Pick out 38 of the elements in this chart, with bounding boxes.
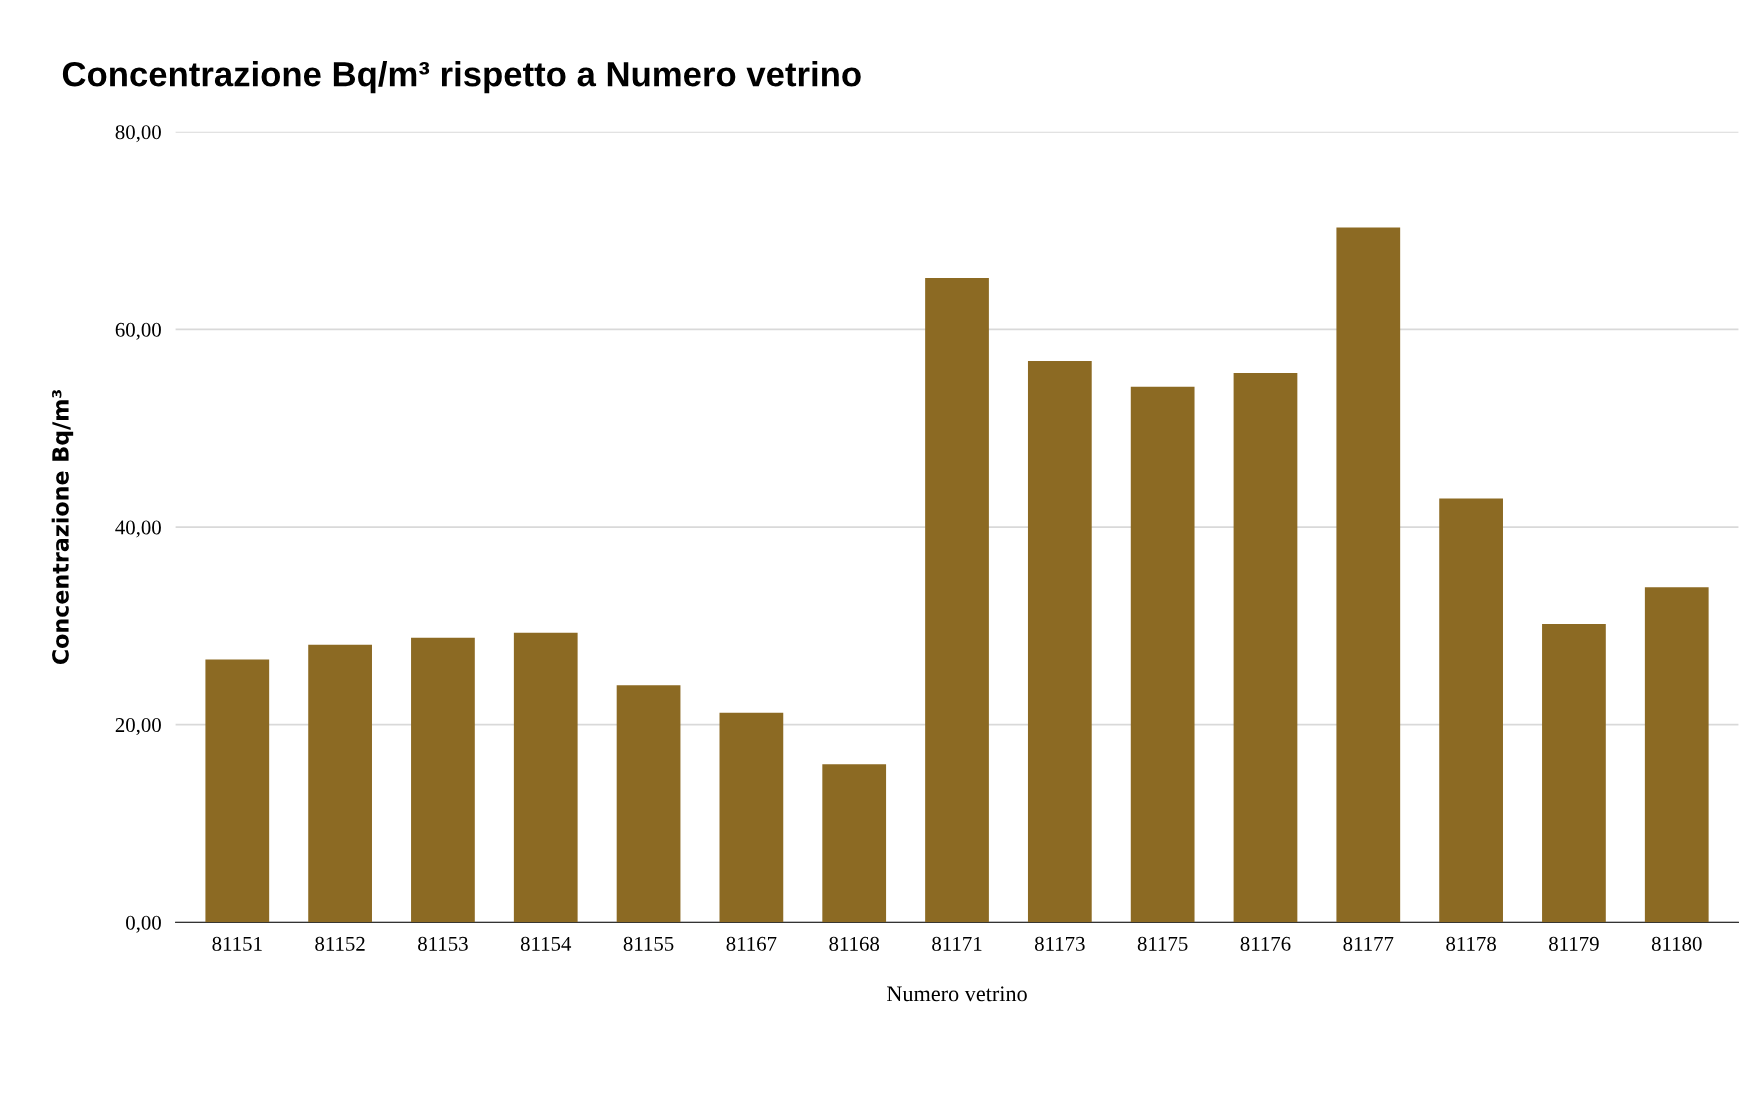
x-tick-label: 81152 (315, 936, 365, 951)
y-axis-title: Concentrazione Bq/m³ (51, 390, 74, 665)
x-axis-title: Numero vetrino (887, 986, 1027, 1002)
bar (205, 659, 270, 923)
x-tick-label: 81177 (1343, 936, 1394, 951)
bar (1644, 587, 1709, 923)
x-tick-label: 81153 (418, 936, 468, 951)
x-tick-label: 81179 (1549, 936, 1599, 951)
y-tick-label: 20,00 (115, 718, 161, 736)
x-tick-label: 81151 (212, 936, 262, 951)
y-tick-label: 60,00 (115, 322, 161, 340)
x-tick-label: 81167 (726, 936, 777, 951)
bar (411, 637, 475, 923)
x-tick-label: 81168 (829, 936, 880, 951)
bar (719, 712, 784, 923)
x-tick-label: 81175 (1137, 936, 1188, 951)
x-tick-label: 81178 (1446, 936, 1496, 951)
x-tick-label: 81154 (520, 936, 572, 951)
bar (616, 685, 681, 923)
bar (513, 632, 578, 923)
y-tick-label: 40,00 (115, 520, 161, 538)
x-tick-label: 81180 (1651, 936, 1702, 951)
bar (308, 644, 372, 923)
x-tick-label: 81155 (623, 936, 674, 951)
bar (1439, 498, 1503, 923)
y-tick-label: 80,00 (115, 125, 161, 143)
bar (925, 278, 989, 923)
bar (1336, 227, 1401, 923)
bar (822, 764, 887, 923)
bar (1542, 623, 1606, 923)
bar (1027, 361, 1092, 923)
x-tick-label: 81173 (1034, 936, 1085, 951)
x-tick-label: 81171 (932, 936, 982, 951)
y-tick-label: 0,00 (126, 915, 161, 933)
bar (1130, 386, 1195, 923)
x-tick-label: 81176 (1240, 936, 1291, 951)
chart-title: Concentrazione Bq/m³ rispetto a Numero vetrino (62, 60, 861, 94)
bar (1233, 372, 1298, 923)
